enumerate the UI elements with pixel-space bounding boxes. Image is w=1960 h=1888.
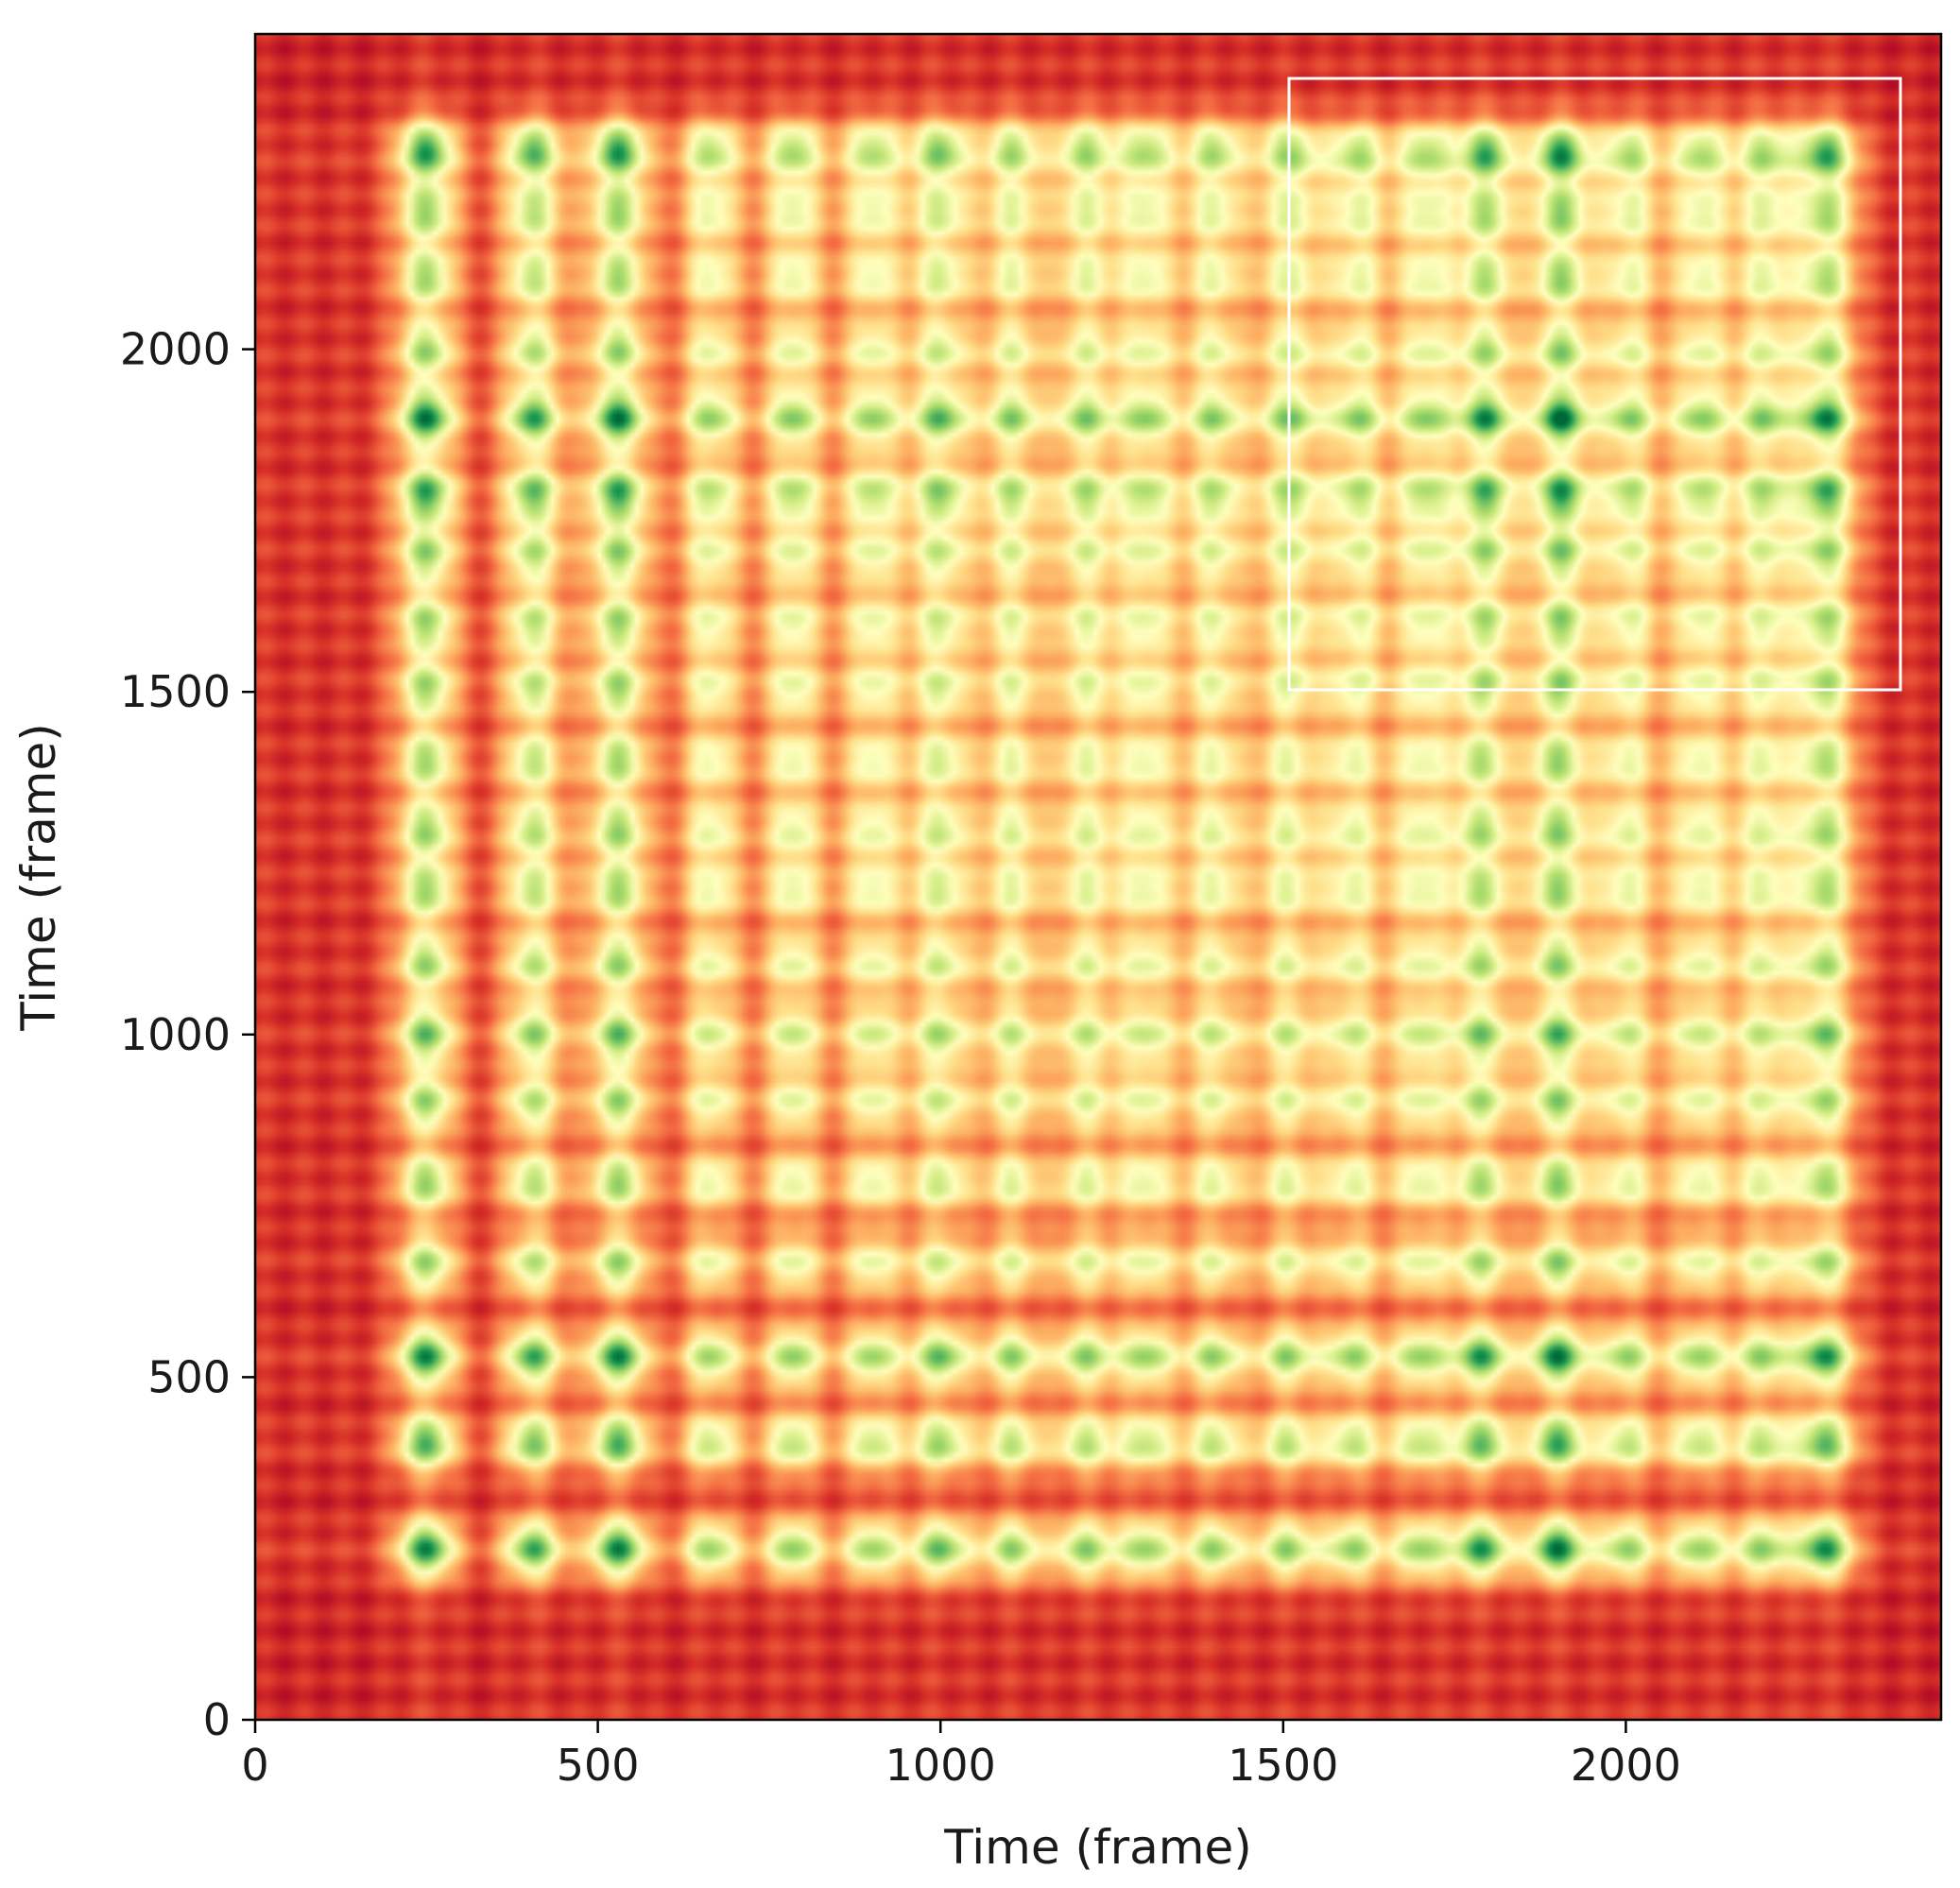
y-tick-label: 1000 [120, 1009, 231, 1060]
x-tick-label: 2000 [1571, 1740, 1681, 1791]
y-axis-label: Time (frame) [11, 723, 66, 1032]
x-axis-label: Time (frame) [943, 1820, 1252, 1875]
x-tick-label: 0 [241, 1740, 268, 1791]
x-tick-label: 1500 [1228, 1740, 1338, 1791]
plot-area [253, 32, 1943, 1722]
x-tick-label: 1000 [885, 1740, 996, 1791]
x-tick-label: 500 [557, 1740, 640, 1791]
plot-frame [253, 32, 1943, 1722]
inset-image [1289, 78, 1900, 690]
y-tick-label: 2000 [120, 324, 231, 375]
y-axis: 0 500 1000 1500 2000 [120, 324, 255, 1745]
y-tick-label: 0 [203, 1694, 231, 1745]
inset-border [1287, 77, 1902, 692]
y-tick-label: 1500 [120, 666, 231, 717]
y-tick-label: 500 [147, 1351, 231, 1402]
zoom-inset [1287, 77, 1902, 692]
x-axis: 0 500 1000 1500 2000 [241, 1720, 1681, 1791]
